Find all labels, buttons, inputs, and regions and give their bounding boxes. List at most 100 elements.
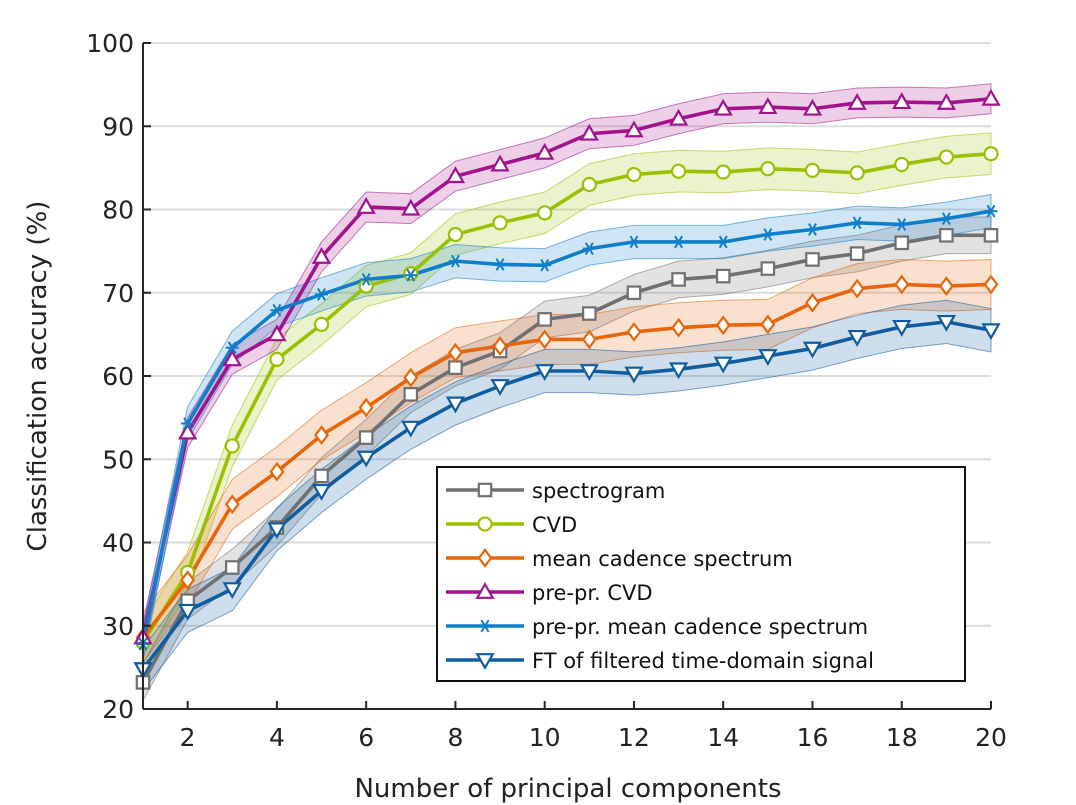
asterisk-stroke: [495, 258, 505, 271]
data-point-s5-4: [311, 483, 332, 501]
legend-swatch-marker: [478, 619, 492, 633]
data-point-s4-4: [315, 288, 329, 301]
data-point-s3-1: [177, 422, 198, 440]
data-point-s1-11: [626, 166, 642, 183]
data-point-s3-15: [802, 98, 823, 116]
axes: 20 30 40 50 60 70 80 90 100 2 4 6 8 10 12 14 16 18 20: [86, 29, 1007, 752]
x-tick-label: 14: [707, 723, 739, 752]
x-tick-label: 10: [529, 723, 561, 752]
legend-label: pre-pr. mean cadence spectrum: [532, 615, 868, 639]
legend: spectrogram CVD mean cadence spectrum pre-p…: [436, 466, 966, 682]
data-point-s1-8: [492, 215, 508, 231]
data-point-s5-12: [668, 362, 689, 380]
asterisk-stroke: [718, 235, 728, 249]
data-point-s5-10: [579, 364, 599, 381]
y-tick-label: 70: [102, 279, 134, 308]
legend-item-5: FT of filtered time-domain signal: [446, 649, 874, 673]
grid-lines: [143, 42, 991, 627]
legend-label: CVD: [532, 513, 577, 537]
data-point-s5-1: [177, 603, 198, 621]
data-point-s4-5: [359, 273, 373, 286]
data-point-s2-9: [537, 329, 553, 350]
legend-label: mean cadence spectrum: [532, 547, 793, 571]
data-point-s0-9: [537, 312, 552, 327]
data-point-s1-16: [849, 165, 865, 181]
data-point-s5-9: [535, 364, 555, 381]
data-point-s2-11: [626, 321, 642, 342]
x-tick-label: 18: [886, 723, 918, 752]
data-point-s4-3: [270, 303, 284, 317]
data-point-s3-14: [758, 97, 778, 115]
data-point-s0-5: [358, 430, 374, 445]
data-point-s2-16: [849, 278, 865, 299]
y-tick-label: 60: [102, 362, 134, 391]
data-point-s1-5: [358, 278, 374, 294]
x-tick-label: 2: [180, 723, 196, 752]
y-tick-label: 50: [102, 445, 134, 474]
data-point-s1-17: [894, 156, 910, 173]
band-3: [142, 83, 992, 653]
data-point-s2-2: [224, 494, 240, 515]
data-point-s0-15: [805, 252, 820, 267]
data-point-s2-3: [269, 461, 285, 482]
asterisk-stroke: [986, 204, 996, 218]
data-point-s3-4: [311, 246, 332, 264]
data-point-s0-16: [849, 246, 865, 261]
data-point-s1-2: [224, 438, 240, 454]
data-point-s5-16: [847, 329, 867, 347]
data-point-s5-7: [445, 396, 466, 414]
data-point-s2-18: [938, 276, 954, 296]
data-point-s3-6: [401, 198, 421, 216]
asterisk-stroke: [317, 288, 326, 301]
legend-swatch-marker: [477, 516, 493, 532]
legend-label: FT of filtered time-domain signal: [532, 649, 874, 673]
data-point-s4-6: [404, 268, 418, 282]
legend-item-2: mean cadence spectrum: [446, 547, 793, 571]
asterisk-stroke: [540, 258, 550, 272]
legend-swatch-marker: [477, 548, 493, 568]
asterisk-stroke: [480, 619, 490, 633]
data-point-s2-13: [715, 315, 731, 336]
band-1: [142, 132, 992, 665]
asterisk-stroke: [852, 216, 862, 230]
data-point-s2-14: [760, 314, 776, 335]
data-point-s2-5: [358, 397, 374, 418]
asterisk-stroke: [450, 254, 460, 268]
data-point-s3-16: [847, 92, 867, 110]
data-point-s2-1: [180, 570, 196, 590]
x-tick-label: 20: [975, 723, 1007, 752]
data-point-s3-12: [668, 108, 689, 126]
data-point-s4-15: [805, 223, 819, 236]
series-line-3: [141, 96, 992, 638]
data-point-s5-2: [222, 582, 242, 600]
asterisk-stroke: [272, 303, 282, 317]
data-point-s4-17: [895, 218, 909, 231]
data-point-s2-7: [448, 342, 463, 363]
data-point-s3-19: [981, 88, 1001, 106]
data-point-s2-17: [894, 274, 910, 295]
legend-swatch-marker: [475, 582, 495, 599]
data-point-s4-8: [493, 258, 507, 271]
y-tick-label: 90: [102, 112, 134, 141]
data-point-s3-18: [936, 92, 957, 110]
data-point-s4-14: [761, 228, 775, 241]
data-point-s0-13: [715, 268, 731, 284]
y-tick-label: 30: [102, 612, 134, 641]
data-point-s2-8: [492, 336, 508, 356]
asterisk-stroke: [629, 235, 639, 249]
legend-label: spectrogram: [532, 479, 665, 503]
data-point-s0-12: [671, 272, 686, 287]
data-point-s1-3: [269, 351, 285, 367]
data-point-s3-5: [356, 197, 376, 214]
data-point-s4-9: [538, 258, 552, 272]
data-point-s4-1: [181, 417, 195, 430]
legend-swatch-marker: [475, 653, 495, 670]
data-point-s5-8: [490, 379, 510, 396]
asterisk-stroke: [361, 273, 371, 286]
data-point-s5-11: [624, 366, 644, 384]
y-tick-label: 20: [102, 695, 134, 724]
data-point-s1-19: [983, 146, 999, 162]
legend-item-3: pre-pr. CVD: [446, 581, 653, 605]
legend-swatch-marker: [477, 482, 493, 498]
x-axis-label: Number of principal components: [354, 774, 781, 804]
